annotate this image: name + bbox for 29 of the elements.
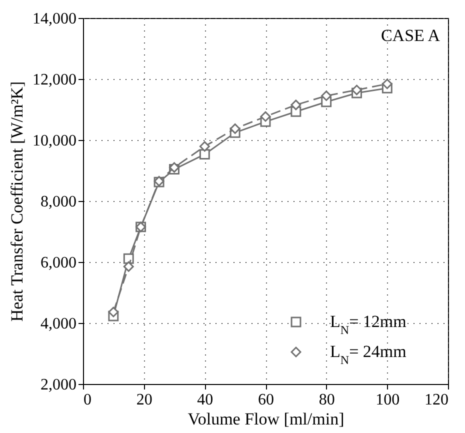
x-tick-label: 80 [318, 392, 335, 408]
y-tick-label: 14,000 [32, 10, 76, 28]
point [230, 123, 240, 134]
annotation: CASE A [380, 26, 441, 45]
x-tick-label: 40 [197, 392, 214, 408]
legend-label: L$_{N}$= 24mm [330, 342, 406, 367]
x-tick-label: 120 [424, 392, 448, 408]
y-tick-label: 12,000 [32, 72, 76, 88]
x-tick-label: 60 [258, 392, 274, 408]
y-axis-title: Heat Transfer Coefficient [W/m²K] [8, 81, 26, 322]
y-tick-label: 6,000 [40, 254, 76, 272]
point [321, 90, 332, 101]
point [199, 149, 210, 160]
y-tick-label: 10,000 [32, 132, 76, 150]
y-tick-label: 2,000 [40, 376, 76, 394]
x-axis-title: Volume Flow [ml/min] [188, 410, 344, 428]
point [108, 306, 119, 318]
y-tick-label: 4,000 [40, 316, 76, 332]
point [260, 111, 271, 122]
point [123, 261, 134, 272]
x-tick-label: 0 [84, 392, 92, 408]
y-tick-label: 8,000 [40, 194, 76, 210]
point [352, 84, 362, 96]
point [290, 100, 302, 110]
legend-label: L$_{N}$= 12mm [330, 312, 406, 337]
x-tick-label: 100 [376, 392, 400, 408]
point [382, 78, 392, 90]
point [199, 141, 210, 152]
x-tick-label: 20 [136, 392, 152, 408]
